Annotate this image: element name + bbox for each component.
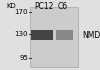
Bar [56,30,73,40]
Text: NMDAR1: NMDAR1 [82,31,100,39]
Text: 95: 95 [19,55,28,61]
Bar [30,7,78,66]
Text: C6: C6 [58,2,68,11]
Text: KD: KD [7,4,16,10]
Text: PC12: PC12 [34,2,54,11]
Text: 170: 170 [14,9,28,15]
Text: 130: 130 [14,31,28,37]
Bar [31,30,53,40]
